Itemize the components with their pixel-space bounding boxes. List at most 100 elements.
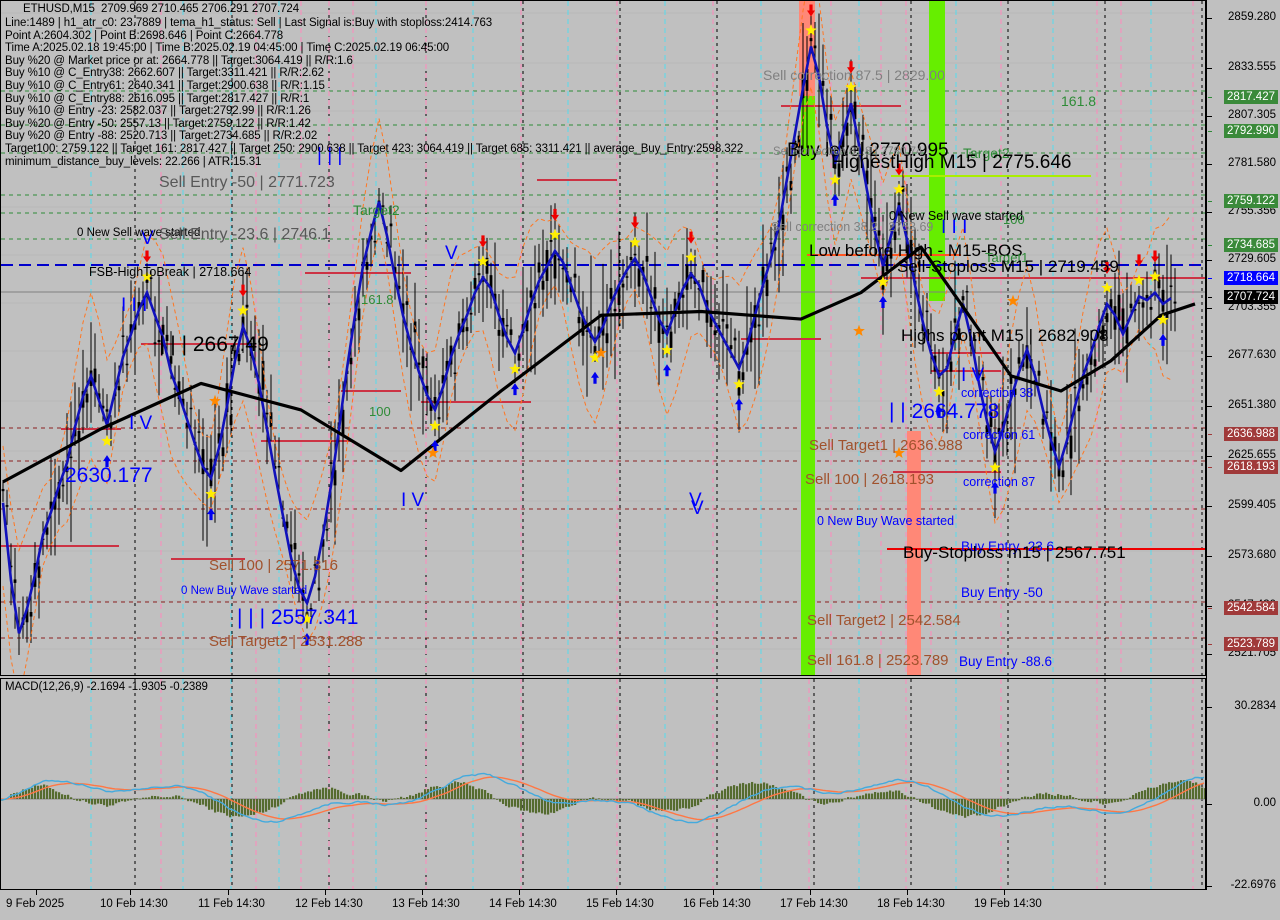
macd-tick-mark [1207,707,1212,708]
chart-annotation-new-buy-wave-right: 0 New Buy Wave started [817,514,955,528]
price-level-dash [1208,297,1212,298]
price-tick-mark [1207,356,1212,357]
chart-annotation-sell-correction-612: Sell correction 61.8 | 2780.74 [773,146,923,158]
chart-annotation-correction-87: correction 87 [963,475,1036,489]
price-level-badge[interactable]: 2618.193 [1224,460,1278,475]
chart-annotation-correction-61: correction 61 [963,428,1036,442]
chart-annotation-buy-entry-50: Buy Entry -50 [961,585,1043,600]
time-tick-label: 14 Feb 14:30 [489,898,557,910]
header-info-line: Time A:2025.02.18 19:45:00 | Time B:2025… [5,42,450,55]
price-level-dash [1208,434,1212,435]
time-tick-label: 16 Feb 14:30 [683,898,751,910]
macd-label: MACD(12,26,9) -2.1694 -1.9305 -0.2389 [5,681,208,693]
chart-annotation-sell-stoploss: Sell-Stoploss M15 | 2719.459 [897,257,1119,276]
time-tick-mark [713,890,714,895]
chart-annotation-buy-stoploss: Buy-Stoploss m15 | 2567.751 [903,543,1126,562]
price-tick-label: 2807.305 [1228,109,1276,121]
price-tick-label: 2755.356 [1228,205,1276,217]
chart-annotation-low-before-high: Low before High - M15-BOS [809,241,1023,260]
chart-annotation-sell-target2-left: Sell Target2 | 2531.288 [209,633,363,650]
price-chart-pane[interactable]: V I I I I V | | | V I V V I V I I I V Sell Entry … [0,0,1206,676]
chart-annotation-buy-level-2770: Buy level 2770.995 [787,140,949,161]
price-level-badge[interactable]: 2707.724 [1224,290,1278,305]
time-tick-mark [519,890,520,895]
price-tick-label: 2599.405 [1228,499,1276,511]
price-level-dash [1208,467,1212,468]
price-tick-label: 2781.580 [1228,157,1276,169]
price-tick-label: 2521.705 [1228,647,1276,659]
chart-annotation-target2-right: Target2 [963,145,1010,161]
time-tick-label: 9 Feb 2025 [6,898,65,910]
price-tick-mark [1207,116,1212,117]
svg-text:I I I: I I I [941,217,967,238]
price-level-badge[interactable]: 2792.990 [1224,124,1278,139]
price-level-badge[interactable]: 2636.988 [1224,427,1278,442]
header-info-line: Buy %20 @ Market price or at: 2664.778 |… [5,54,353,67]
chart-annotation-sell-entry-50: Sell Entry -50 | 2771.723 [159,174,335,191]
chart-annotation-sell-1618-right: Sell 161.8 | 2523.789 [807,652,949,669]
price-level-dash [1208,201,1212,202]
price-tick-mark [1207,654,1212,655]
chart-annotation-target1-right: Target1 [985,250,1029,265]
chart-annotation-new-buy-wave-left: 0 New Buy Wave started [181,585,308,597]
price-tick-mark [1207,506,1212,507]
price-level-badge[interactable]: 2542.584 [1224,601,1278,616]
header-info-line: Buy %10 @ C_Entry88: 2616.095 || Target:… [5,92,310,105]
header-info-line: Buy %10 @ Entry -23: 2582.037 || Target:… [5,105,311,118]
chart-annotation-buy-entry-236: Buy Entry -23.6 [961,539,1055,554]
svg-text:I V: I V [129,413,153,434]
header-info-line: minimum_distance_buy_levels: 22.266 | AT… [5,155,262,168]
price-level-badge[interactable]: 2817.427 [1224,90,1278,105]
chart-annotation-fsb-high-to-break: FSB-HighToBreak | 2718.664 [89,265,252,279]
price-tick-label: 2859.280 [1228,11,1276,23]
header-info-line: Buy %20 @ Entry -50: 2557.13 || Target:2… [5,117,311,130]
chart-annotation-price-2664: | | 2664.778 [889,400,1000,423]
chart-annotation-sell-100-right: Sell 100 | 2618.193 [805,471,935,488]
time-axis[interactable]: 9 Feb 2025 10 Feb 14:30 11 Feb 14:30 12 Feb… [0,890,1280,920]
time-tick-label: 13 Feb 14:30 [392,898,460,910]
chart-annotation-sell-correction-875: Sell correction 87.5 | 2829.00 [763,67,945,83]
chart-annotation-buy-entry-886: Buy Entry -88.6 [959,654,1053,669]
header-info-line: Line:1489 | h1_atr_c0: 23.7889 | tema_h1… [5,17,493,29]
time-tick-mark [1004,890,1005,895]
header-info-line: Target100: 2759.122 || Target 161: 2817.… [5,143,744,155]
chart-annotation-highs-point: Highs point M15 | 2682.908 [901,326,1109,345]
svg-text:V: V [141,228,154,249]
macd-tick-label: 0.00 [1253,797,1276,809]
symbol-timeframe-label: ETHUSD,M15 2709.969 2710.465 2706.291 27… [23,3,299,15]
price-tick-label: 2703.355 [1228,301,1276,313]
chart-annotation-sell-entry-236: Sell Entry -23.6 | 2746.1 [159,226,331,243]
svg-text:V: V [689,490,702,511]
time-tick-label: 18 Feb 14:30 [877,898,945,910]
price-tick-mark [1207,308,1212,309]
chart-annotation-sell-100-left: Sell 100 | 2571.316 [209,557,339,574]
header-info-line: Buy %10 @ C_Entry61: 2640.341 || Target:… [5,80,325,92]
price-level-dash [1208,644,1212,645]
time-tick-mark [907,890,908,895]
price-level-badge[interactable]: 2734.685 [1224,238,1278,253]
price-tick-mark [1207,164,1212,165]
time-tick-mark [130,890,131,895]
price-level-badge[interactable]: 2718.664 [1224,271,1278,286]
price-tick-mark [1207,406,1212,407]
chart-annotation-price-2630: 2630.177 [65,464,153,487]
price-axis[interactable]: 2859.280 2833.555 2807.305 2781.580 2755.356… [1206,0,1280,891]
price-tick-label: 2573.680 [1228,549,1276,561]
price-level-dash [1208,278,1212,279]
price-level-dash [1208,608,1212,609]
macd-tick-label: -22.6976 [1230,879,1276,891]
time-tick-label: 17 Feb 14:30 [780,898,848,910]
price-tick-label: 2833.555 [1228,61,1276,73]
time-tick-label: 10 Feb 14:30 [100,898,168,910]
time-tick-mark [228,890,229,895]
macd-indicator-pane[interactable]: MACD(12,26,9) -2.1694 -1.9305 -0.2389 [0,678,1206,890]
time-tick-label: 12 Feb 14:30 [295,898,363,910]
svg-text:I V: I V [401,490,425,511]
chart-annotation-price-2667: | | | 2667.49 [159,333,269,356]
price-level-badge[interactable]: 2759.122 [1224,194,1278,209]
price-tick-mark [1207,68,1212,69]
time-tick-mark [422,890,423,895]
time-tick-label: 11 Feb 14:30 [198,898,265,910]
price-level-badge[interactable]: 2523.789 [1224,637,1278,652]
